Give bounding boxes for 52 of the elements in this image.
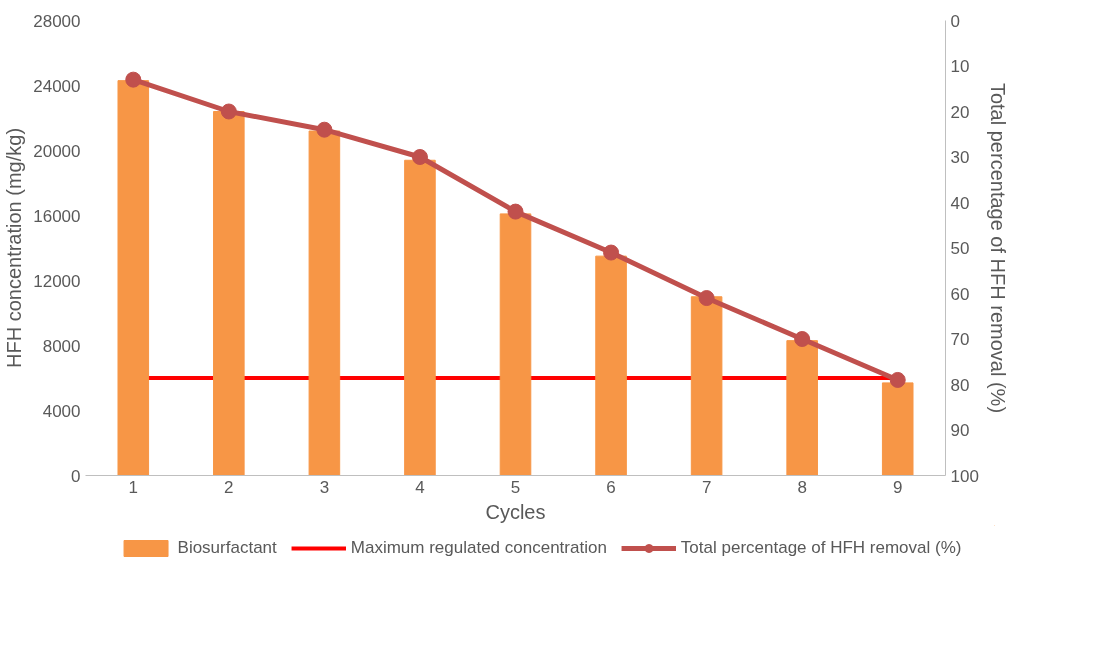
bar — [308, 130, 341, 476]
y2-axis-title: Total percentage of HFH removal (%) — [986, 82, 1009, 414]
y-tick-label: 12000 — [33, 271, 81, 291]
y2-tick-label: 50 — [950, 239, 970, 258]
y-tick-label: 0 — [71, 466, 81, 486]
legend-label: Total percentage of HFH removal (%) — [680, 537, 962, 558]
point — [603, 244, 620, 261]
x-tick-label: 9 — [892, 477, 903, 497]
y-tick-label: 24000 — [33, 76, 81, 96]
point — [698, 290, 715, 307]
point — [889, 371, 906, 388]
point — [794, 331, 811, 347]
y-tick-label: 16000 — [33, 206, 81, 226]
bar — [595, 255, 627, 476]
bar — [786, 340, 818, 476]
y-tick-label: 8000 — [42, 336, 81, 356]
legend-label: Biosurfactant — [177, 537, 277, 558]
bar — [213, 111, 245, 476]
bar — [499, 213, 532, 476]
y-tick-label: 28000 — [33, 11, 81, 31]
point — [507, 203, 524, 220]
x-tick-label: 5 — [510, 477, 521, 497]
x-tick-label: 2 — [224, 477, 234, 497]
y2-tick-label: 0 — [950, 11, 960, 31]
y2-tick-label: 60 — [950, 284, 970, 304]
y2-tick-label: 40 — [950, 193, 970, 213]
x-axis-title: Cycles — [485, 500, 546, 523]
y-tick-label: 20000 — [33, 141, 81, 161]
y2-tick-label: 20 — [950, 102, 970, 122]
bar — [690, 296, 723, 476]
x-tick-label: 7 — [701, 477, 712, 497]
x-tick-label: 3 — [319, 477, 330, 497]
bar — [117, 80, 150, 476]
y2-tick-label: 90 — [950, 421, 970, 440]
point — [316, 121, 333, 138]
x-tick-label: 4 — [415, 477, 425, 497]
y2-tick-label: 10 — [950, 57, 970, 76]
bar — [404, 159, 436, 476]
point — [411, 149, 428, 165]
point — [220, 103, 237, 120]
y2-tick-label: 80 — [950, 375, 970, 395]
y2-tick-label: 30 — [950, 148, 970, 167]
y2-tick-label: 100 — [950, 466, 979, 486]
y-axis-title: HFH concentration (mg/kg) — [3, 127, 26, 369]
legend-label: Maximum regulated concentration — [350, 537, 607, 558]
point — [125, 71, 142, 88]
bar — [881, 382, 914, 476]
x-tick-label: 1 — [128, 477, 139, 497]
y-tick-label: 4000 — [42, 401, 81, 421]
x-tick-label: 8 — [797, 477, 807, 497]
y2-tick-label: 70 — [950, 330, 970, 349]
x-tick-label: 6 — [606, 477, 616, 497]
